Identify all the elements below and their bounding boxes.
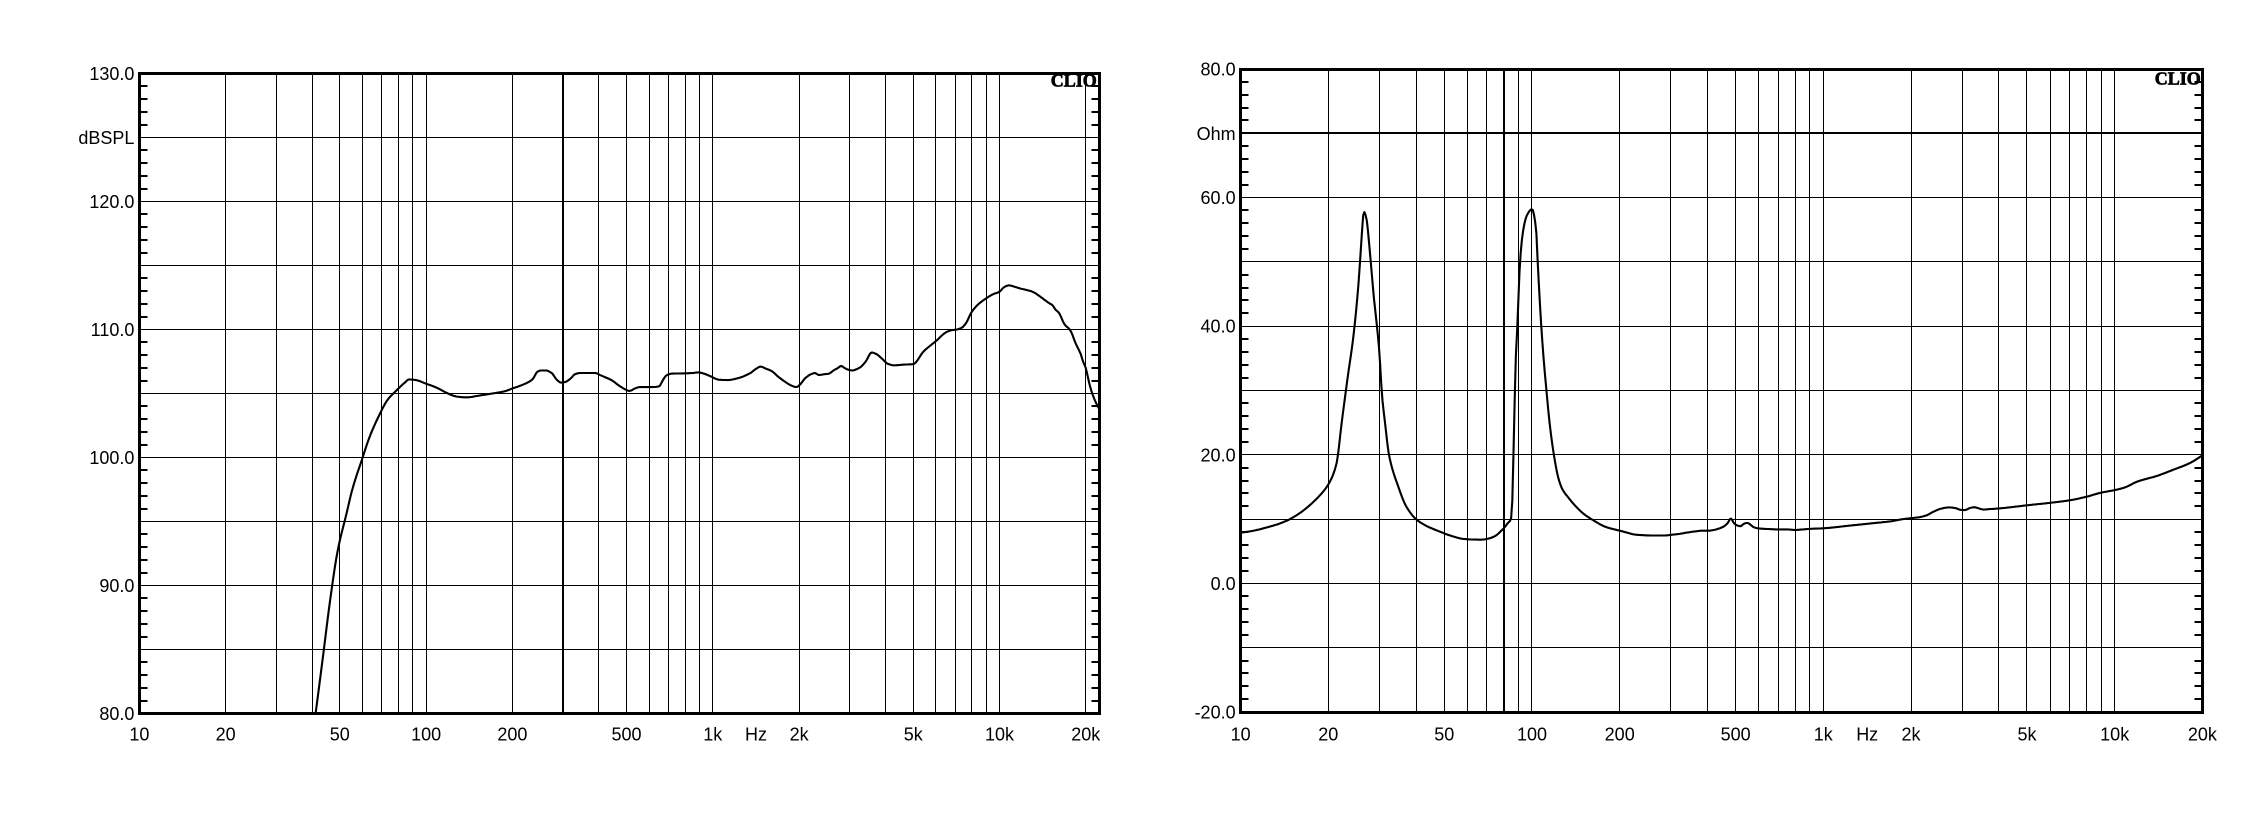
svg-text:1k: 1k bbox=[1814, 725, 1834, 745]
svg-text:50: 50 bbox=[1434, 725, 1454, 745]
svg-text:500: 500 bbox=[1721, 725, 1751, 745]
svg-text:10: 10 bbox=[1231, 725, 1251, 745]
svg-text:100: 100 bbox=[411, 725, 441, 745]
svg-text:10k: 10k bbox=[2100, 725, 2130, 745]
svg-text:500: 500 bbox=[611, 725, 641, 745]
svg-text:2k: 2k bbox=[790, 725, 810, 745]
svg-text:130.0: 130.0 bbox=[89, 64, 134, 84]
svg-text:dBSPL: dBSPL bbox=[78, 128, 134, 148]
svg-text:40.0: 40.0 bbox=[1201, 317, 1236, 337]
svg-text:50: 50 bbox=[330, 725, 350, 745]
svg-text:CLIO: CLIO bbox=[2155, 69, 2201, 89]
svg-text:100: 100 bbox=[1517, 725, 1547, 745]
svg-text:-20.0: -20.0 bbox=[1195, 703, 1236, 723]
svg-text:200: 200 bbox=[497, 725, 527, 745]
svg-text:20k: 20k bbox=[1071, 725, 1101, 745]
svg-text:1k: 1k bbox=[703, 725, 723, 745]
svg-text:5k: 5k bbox=[2017, 725, 2037, 745]
svg-text:200: 200 bbox=[1605, 725, 1635, 745]
svg-text:80.0: 80.0 bbox=[99, 704, 134, 724]
svg-text:60.0: 60.0 bbox=[1201, 188, 1236, 208]
svg-text:80.0: 80.0 bbox=[1201, 60, 1236, 80]
svg-text:10k: 10k bbox=[985, 725, 1015, 745]
svg-text:2k: 2k bbox=[1901, 725, 1921, 745]
svg-text:Hz: Hz bbox=[1856, 725, 1878, 745]
svg-text:Hz: Hz bbox=[745, 725, 767, 745]
svg-text:20k: 20k bbox=[2188, 725, 2218, 745]
svg-text:Ohm: Ohm bbox=[1197, 124, 1236, 144]
svg-text:CLIO: CLIO bbox=[1051, 71, 1097, 91]
svg-text:5k: 5k bbox=[904, 725, 924, 745]
svg-text:100.0: 100.0 bbox=[89, 448, 134, 468]
svg-text:0.0: 0.0 bbox=[1211, 574, 1236, 594]
svg-text:10: 10 bbox=[129, 725, 149, 745]
svg-text:120.0: 120.0 bbox=[89, 192, 134, 212]
svg-text:20: 20 bbox=[216, 725, 236, 745]
svg-text:20.0: 20.0 bbox=[1201, 445, 1236, 465]
svg-text:20: 20 bbox=[1318, 725, 1338, 745]
svg-text:110.0: 110.0 bbox=[91, 320, 135, 340]
svg-text:90.0: 90.0 bbox=[99, 576, 134, 596]
